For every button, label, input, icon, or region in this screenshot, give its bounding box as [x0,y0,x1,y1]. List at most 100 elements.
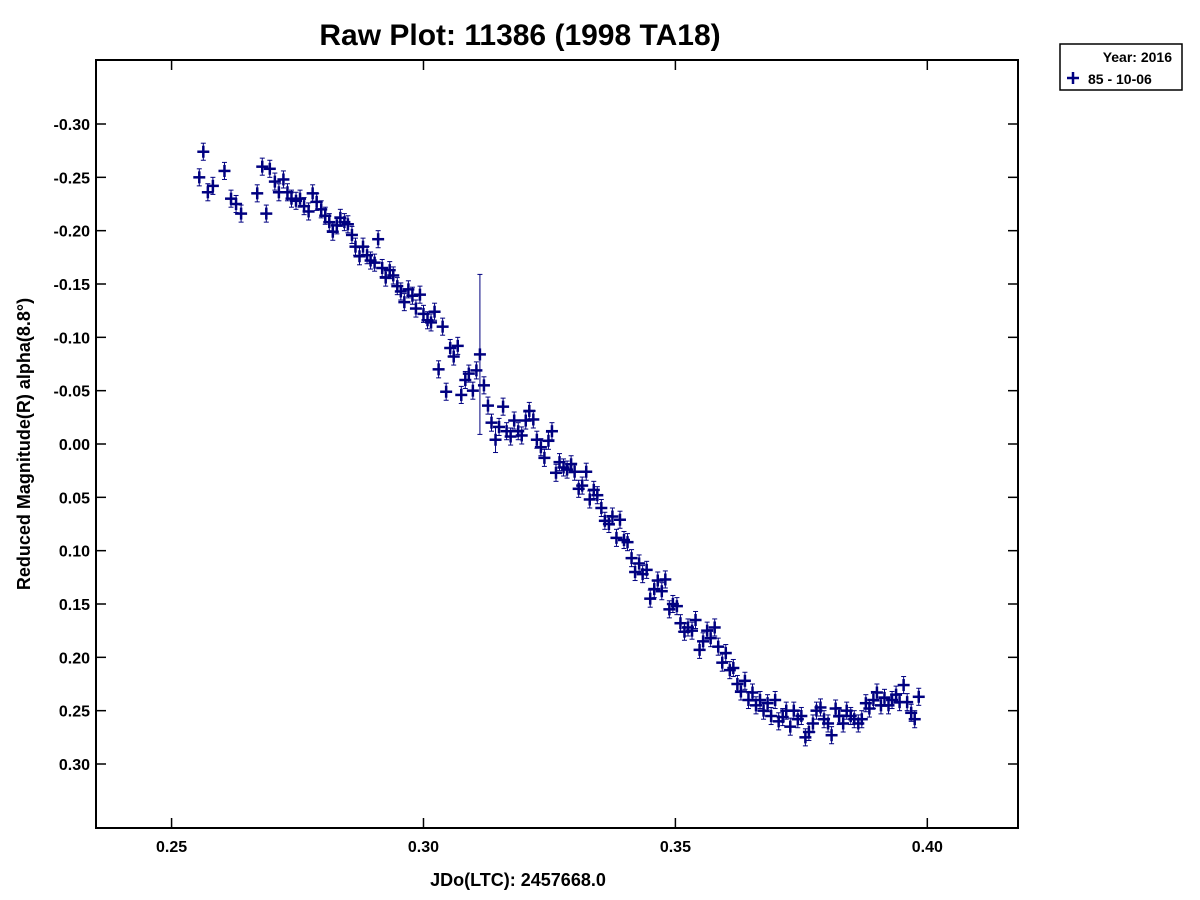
x-axis-label: JDo(LTC): 2457668.0 [430,870,606,890]
plot-frame [95,59,1019,829]
data-point [260,204,273,223]
data-point [655,582,668,601]
data-point [908,710,921,729]
data-point [769,690,782,710]
data-point [398,293,411,312]
data-point [473,273,486,435]
data-point [413,285,426,304]
data-points [193,142,925,747]
data-point [387,266,400,285]
legend-box [1059,43,1183,91]
data-point [545,422,558,441]
chart-title: Raw Plot: 11386 (1998 TA18) [319,19,720,52]
data-point [549,463,562,482]
y-tick-label: 0.15 [59,597,90,614]
data-point [697,632,710,651]
data-point [515,426,528,445]
data-point [825,726,838,745]
x-tick-label: 0.35 [660,839,691,856]
data-point [218,161,231,180]
data-point [421,311,434,330]
data-point [504,427,517,446]
data-point [640,560,653,579]
y-axis-label: Reduced Magnitude(R) alpha(8.8°) [14,298,34,590]
data-point [425,313,438,332]
data-point [606,507,619,526]
data-point [462,364,475,383]
data-point [595,498,608,518]
legend-entry-label: 85 - 10-06 [1088,71,1152,87]
data-point [277,170,290,189]
y-axis: -0.30 -0.25 -0.20 -0.15 -0.10 -0.05 0.00 0.05 0.… [54,117,1018,774]
data-point [613,510,626,529]
data-point [806,714,819,733]
data-point [477,376,490,395]
data-point [784,717,797,736]
y-tick-label: 0.25 [59,704,90,721]
data-point [704,629,717,648]
data-point [466,381,479,400]
y-tick-label: 0.00 [59,437,90,454]
data-point [235,204,248,223]
data-point [455,385,468,404]
data-point [610,528,623,547]
data-point [428,302,441,321]
y-tick-label: 0.30 [59,757,90,774]
data-point [527,410,540,429]
data-point [568,462,581,481]
data-point [633,554,646,573]
data-point [659,570,672,589]
y-tick-label: -0.10 [54,330,91,347]
data-point [368,253,381,272]
data-point [591,486,604,505]
x-tick-label: 0.40 [912,839,943,856]
x-tick-label: 0.25 [156,839,187,856]
data-point [508,411,521,430]
data-point [754,690,767,710]
y-tick-label: 0.20 [59,650,90,667]
data-point [372,230,385,249]
data-point [855,710,868,729]
data-point [489,426,502,454]
data-point [580,462,593,481]
data-point [302,202,315,221]
data-point [432,360,445,379]
data-point [394,282,407,301]
data-point [689,610,702,630]
y-tick-label: -0.05 [54,384,91,401]
data-point [576,476,589,495]
y-tick-label: -0.25 [54,170,91,187]
data-point [268,172,281,191]
legend: Year: 2016 85 - 10-06 [1059,43,1183,91]
data-point [727,658,740,678]
data-point [440,382,453,401]
y-tick-label: -0.20 [54,224,91,241]
data-point [734,682,747,701]
data-point [625,549,638,568]
data-point [436,317,449,336]
data-point [345,225,358,244]
data-point [251,184,264,203]
data-point [341,215,354,234]
y-tick-label: -0.15 [54,277,91,294]
data-point [493,417,506,436]
data-point [263,159,276,178]
data-point [795,706,808,726]
data-point [621,533,634,552]
data-point [761,694,774,713]
legend-marker-plus [1067,72,1079,84]
data-point [712,637,725,656]
data-point [870,683,883,702]
data-point [534,438,547,457]
data-point [447,347,460,366]
data-point [206,176,219,195]
data-point [256,157,269,176]
data-point [670,597,683,616]
data-point [193,168,206,187]
data-point [746,683,759,702]
data-point [822,714,835,733]
data-point [765,706,778,726]
y-tick-label: -0.30 [54,117,91,134]
legend-header: Year: 2016 [1103,49,1172,65]
data-point [901,693,914,712]
